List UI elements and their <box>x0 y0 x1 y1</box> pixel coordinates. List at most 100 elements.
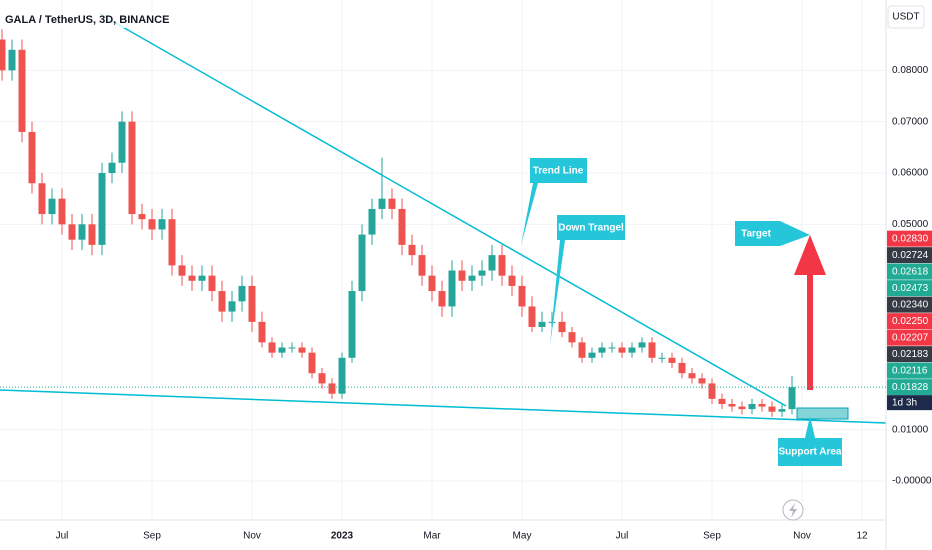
title-bg <box>0 12 158 28</box>
candle-body <box>308 352 316 374</box>
target-arrow <box>794 235 826 390</box>
candle-body <box>128 121 136 215</box>
candle-body <box>228 301 236 312</box>
callout <box>735 221 810 246</box>
price-tag <box>887 296 932 313</box>
x-tick-label: 12 <box>856 531 868 542</box>
candle-body <box>448 270 456 307</box>
y-tick-label: 0.08000 <box>892 65 929 76</box>
y-tick-label: 0.06000 <box>892 168 929 179</box>
unit: USDT <box>892 12 919 23</box>
candle-body <box>678 362 686 374</box>
callout <box>550 215 625 345</box>
candle-body <box>428 275 436 292</box>
price-tag-label: 0.01828 <box>892 382 929 393</box>
candle-body <box>218 291 226 312</box>
candle-body <box>368 208 376 235</box>
candle-body <box>138 214 146 220</box>
candle-body <box>488 255 496 271</box>
candle-body <box>738 406 746 410</box>
candle-body <box>508 275 516 286</box>
candle-body <box>168 219 176 266</box>
candle-body <box>668 357 676 363</box>
candle-body <box>498 255 506 276</box>
candle-body <box>38 183 46 215</box>
candle-body <box>118 121 126 163</box>
candle-body <box>88 224 96 245</box>
candle-body <box>178 265 186 276</box>
candle-body <box>278 347 286 353</box>
candle-body <box>608 347 616 349</box>
price-tag <box>887 230 932 247</box>
candle-body <box>288 347 296 349</box>
candle-body <box>298 347 306 353</box>
x-tick-label: 2023 <box>331 531 354 542</box>
candle-body <box>728 403 736 407</box>
candle-body <box>28 131 36 184</box>
x-tick-label: Sep <box>703 531 721 542</box>
candle-body <box>248 285 256 322</box>
candle-body <box>638 342 646 348</box>
price-tag-label: 0.02830 <box>892 233 929 244</box>
candle-body <box>468 275 476 281</box>
candle-body <box>0 39 6 71</box>
candle-body <box>8 49 16 71</box>
candle-body <box>78 224 86 240</box>
candle-body <box>548 321 556 323</box>
annotation: Target <box>741 229 771 240</box>
price-tag-label: 0.02116 <box>892 365 928 376</box>
price-tag <box>887 346 932 363</box>
candle-body <box>328 383 336 394</box>
price-tag-label: 0.02183 <box>892 349 929 360</box>
price-tag-label: 0.02724 <box>892 250 929 261</box>
x-tick-label: Jul <box>616 531 629 542</box>
candle-body <box>478 270 486 276</box>
y-tick-label: -0.00000 <box>892 476 932 487</box>
candle-body <box>198 275 206 281</box>
price-tag <box>887 280 932 297</box>
candle-body <box>718 398 726 404</box>
price-tag <box>887 379 932 396</box>
candle-body <box>628 347 636 353</box>
candle-body <box>158 219 166 230</box>
candle-body <box>148 219 156 230</box>
candle-body <box>748 403 756 410</box>
candle-body <box>758 403 766 407</box>
annotation: Trend Line <box>533 166 584 177</box>
candle-body <box>318 373 326 384</box>
price-tag <box>887 329 932 346</box>
grid <box>0 0 886 520</box>
candle-body <box>408 244 416 256</box>
candle-body <box>68 224 76 240</box>
candle-body <box>588 352 596 358</box>
candle-body <box>458 270 466 281</box>
candle-body <box>578 342 586 358</box>
annotation: Down Trangel <box>558 223 624 234</box>
candle-body <box>268 342 276 353</box>
price-tag <box>887 313 932 330</box>
candle-body <box>568 332 576 343</box>
candle-body <box>698 378 706 384</box>
candle-body <box>58 198 66 225</box>
candle-body <box>338 357 346 394</box>
candle-body <box>778 409 786 412</box>
support-box <box>796 407 849 420</box>
candle-body <box>768 406 776 412</box>
candles <box>0 29 796 417</box>
unit-box[interactable] <box>887 5 925 29</box>
candle-body <box>378 198 386 209</box>
candle-body <box>518 285 526 307</box>
price-tag-label: 0.02473 <box>892 283 929 294</box>
callout <box>521 158 587 245</box>
price-tag-label: 0.02250 <box>892 316 929 327</box>
annotation: Support Area <box>779 447 842 458</box>
price-tag <box>887 362 932 379</box>
countdown-bg <box>887 395 932 411</box>
candle-body <box>348 291 356 358</box>
trend-line <box>99 13 787 407</box>
x-tick-label: Mar <box>423 531 441 542</box>
candle-body <box>558 321 566 333</box>
candle-body <box>418 255 426 276</box>
candle-body <box>48 198 56 215</box>
